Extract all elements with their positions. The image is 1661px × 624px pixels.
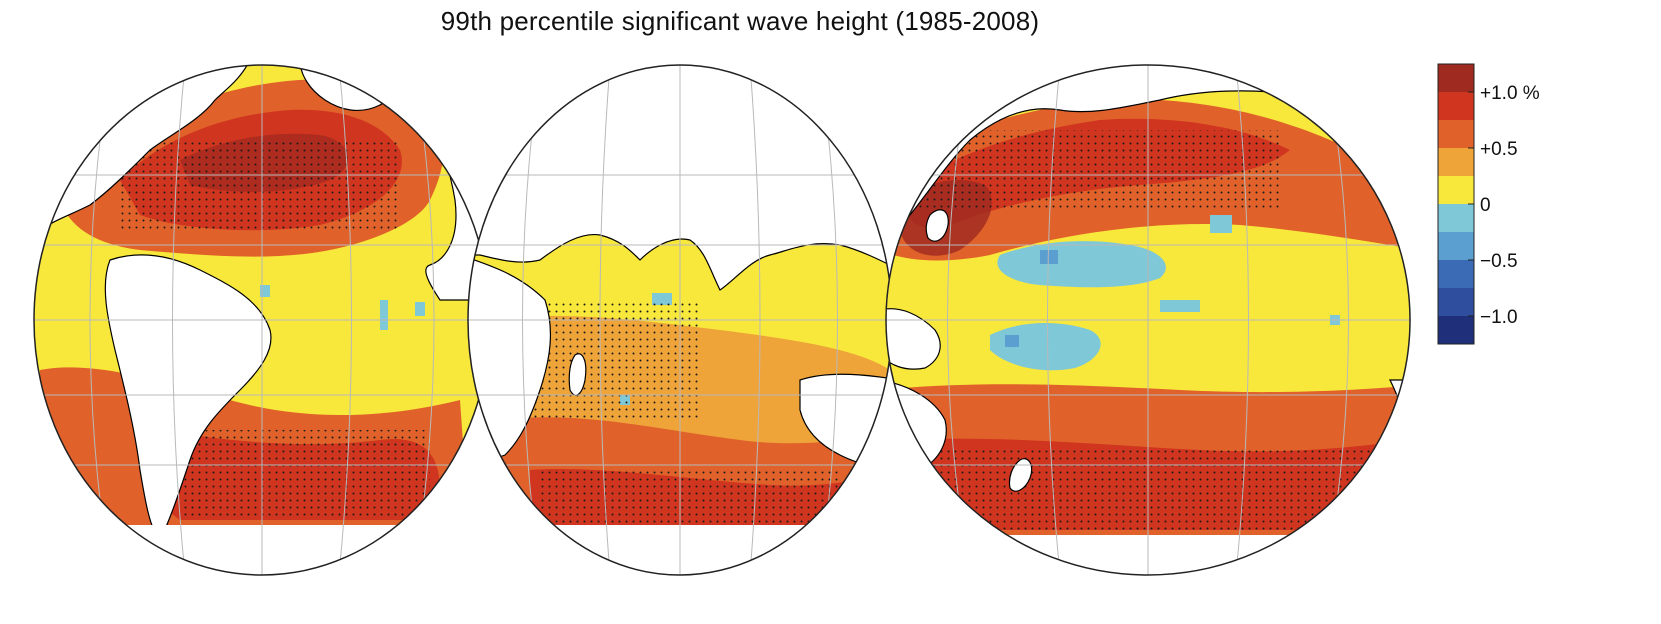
significance-stippling	[900, 130, 1280, 210]
pacific-lobe	[886, 65, 1410, 575]
antarctica-land	[886, 535, 1410, 575]
graticule	[886, 65, 1410, 575]
colorbar-bin	[1438, 120, 1474, 148]
equatorial-cool-spot	[1160, 300, 1200, 312]
colorbar-tick-label: −0.5	[1480, 251, 1518, 272]
central-pacific-negative-spot	[1005, 335, 1019, 347]
indian-lobe	[468, 65, 892, 575]
colorbar-tick-label: −1.0	[1480, 307, 1518, 328]
colorbar-tick-label: +1.0 %	[1480, 83, 1540, 104]
central-pacific-cool-region	[997, 241, 1166, 288]
equatorial-cool-spot	[415, 302, 425, 316]
equatorial-cool-spot	[380, 300, 388, 330]
significance-stippling	[540, 470, 840, 530]
significance-stippling	[920, 450, 1380, 530]
colorbar-bin	[1438, 232, 1474, 260]
significance-stippling	[120, 140, 400, 230]
atlantic-lobe	[34, 65, 490, 575]
colorbar-bin	[1438, 260, 1474, 288]
colorbar-bin	[1438, 204, 1474, 232]
central-pacific-negative-spot	[1040, 250, 1058, 264]
colorbar-bin	[1438, 176, 1474, 204]
colorbar-bin	[1438, 288, 1474, 316]
colorbar-tick-label: +0.5	[1480, 139, 1518, 160]
colorbar: +1.0 % +0.5 0 −0.5 −1.0	[1437, 63, 1540, 345]
equatorial-cool-spot	[260, 285, 270, 297]
colorbar-tick-label: 0	[1480, 195, 1491, 216]
graticule	[468, 65, 892, 575]
colorbar-bin	[1438, 148, 1474, 176]
new-zealand-land	[1008, 458, 1033, 492]
colorbar-bin	[1438, 92, 1474, 120]
pacific-lobe-outline	[885, 64, 1411, 576]
japan-land	[925, 209, 949, 242]
madagascar-land	[568, 353, 587, 396]
maritime-continent-land	[886, 308, 941, 370]
south-america-land	[104, 254, 272, 542]
significance-stippling	[180, 430, 430, 520]
map-title: 99th percentile significant wave height …	[440, 6, 1040, 36]
central-pacific-cool-region	[990, 323, 1101, 371]
colorbar-bin	[1438, 316, 1474, 344]
colorbar-bin	[1438, 64, 1474, 92]
antarctica-land	[34, 525, 490, 575]
equatorial-cool-spot	[1210, 215, 1232, 233]
